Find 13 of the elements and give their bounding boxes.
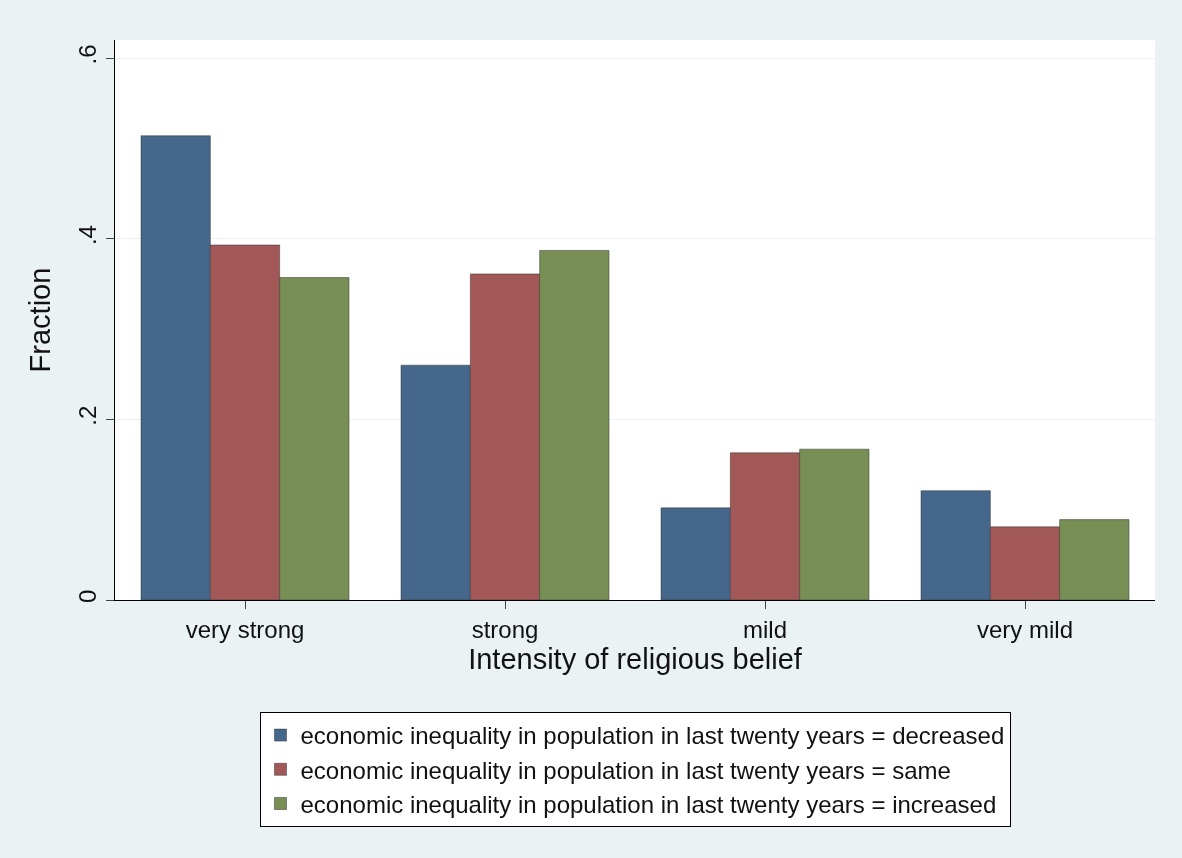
y-axis-title: Fraction: [23, 267, 56, 373]
x-tick-label: strong: [471, 615, 539, 643]
x-tick-label: mild: [742, 615, 788, 643]
x-axis-title: Intensity of religious belief: [468, 642, 803, 675]
y-tick-label: .6: [74, 44, 102, 65]
legend-label: economic inequality in population in last twenty years = same: [300, 756, 951, 784]
y-tick-label: .4: [74, 225, 102, 246]
x-tick-label: very mild: [976, 615, 1074, 643]
y-tick-label: .2: [74, 405, 102, 426]
y-tick-label: 0: [74, 589, 102, 604]
legend-label: economic inequality in population in last twenty years = decreased: [300, 722, 1005, 750]
x-tick-label: very strong: [185, 615, 305, 643]
legend-label: economic inequality in population in last twenty years = increased: [300, 790, 997, 818]
